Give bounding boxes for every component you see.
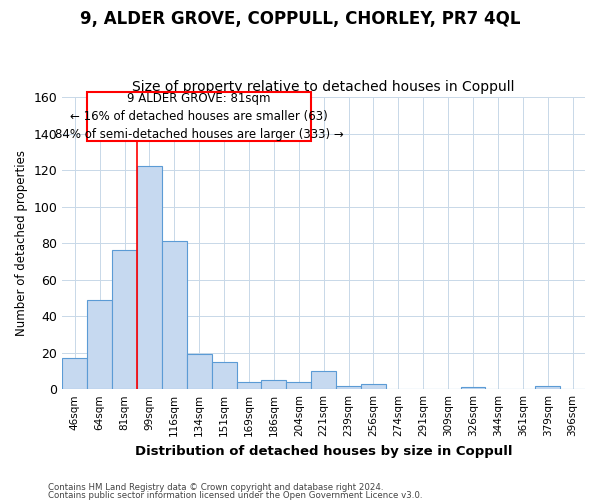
Text: 9 ALDER GROVE: 81sqm
← 16% of detached houses are smaller (63)
84% of semi-detac: 9 ALDER GROVE: 81sqm ← 16% of detached h… (55, 92, 344, 140)
Bar (187, 354, 212, 389)
Bar (62, 358, 87, 389)
Bar (262, 380, 286, 389)
Bar (535, 386, 560, 389)
Bar (212, 362, 236, 389)
Text: 9, ALDER GROVE, COPPULL, CHORLEY, PR7 4QL: 9, ALDER GROVE, COPPULL, CHORLEY, PR7 4Q… (80, 10, 520, 28)
Text: Contains HM Land Registry data © Crown copyright and database right 2024.: Contains HM Land Registry data © Crown c… (48, 484, 383, 492)
Bar (87, 300, 112, 389)
Bar (162, 242, 187, 389)
Bar (112, 250, 137, 389)
Bar (336, 386, 361, 389)
Y-axis label: Number of detached properties: Number of detached properties (15, 150, 28, 336)
Text: Contains public sector information licensed under the Open Government Licence v3: Contains public sector information licen… (48, 490, 422, 500)
Bar (236, 382, 262, 389)
X-axis label: Distribution of detached houses by size in Coppull: Distribution of detached houses by size … (135, 444, 512, 458)
Bar (137, 166, 162, 389)
FancyBboxPatch shape (87, 92, 311, 141)
Bar (361, 384, 386, 389)
Bar (286, 382, 311, 389)
Title: Size of property relative to detached houses in Coppull: Size of property relative to detached ho… (133, 80, 515, 94)
Bar (311, 371, 336, 389)
Bar (461, 388, 485, 389)
